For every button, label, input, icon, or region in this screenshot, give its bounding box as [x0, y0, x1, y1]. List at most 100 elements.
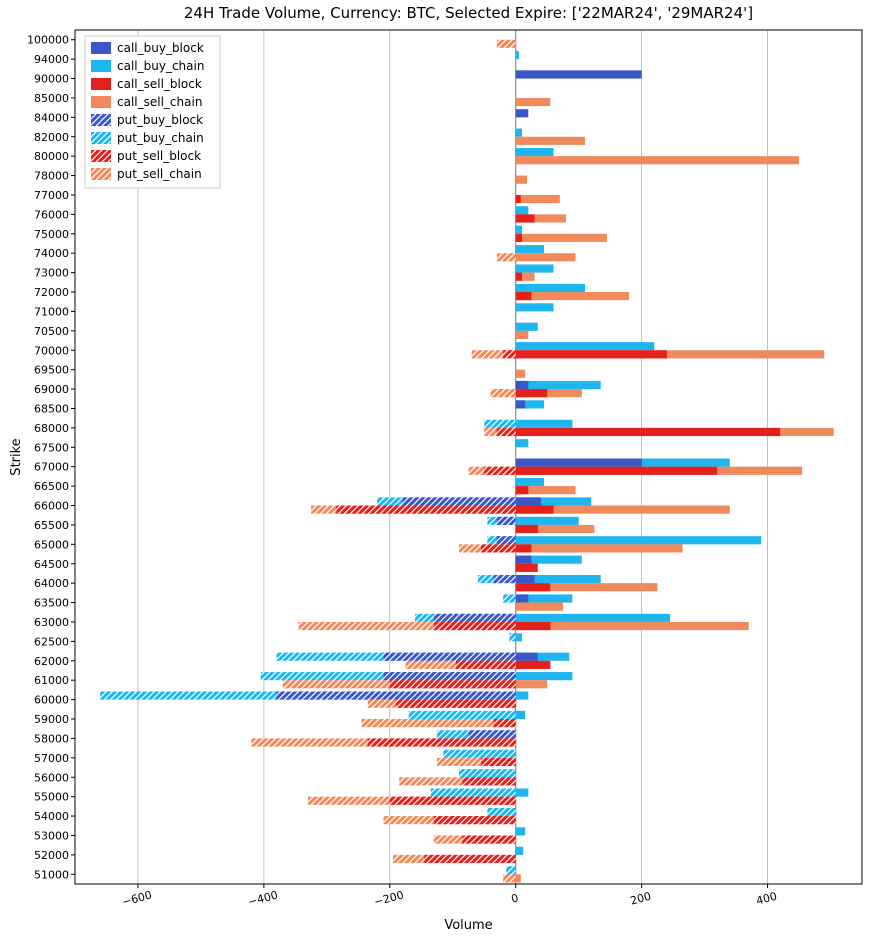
bar-put-buy-chain	[409, 711, 516, 719]
bar-call-sell-block	[516, 350, 667, 358]
y-tick-label: 68000	[34, 422, 69, 435]
y-tick-label: 100000	[27, 34, 69, 47]
y-tick-label: 51000	[34, 868, 69, 881]
bar-put-sell-chain	[497, 253, 516, 261]
y-tick-label: 76000	[34, 208, 69, 221]
y-tick-label: 59000	[34, 713, 69, 726]
legend-label: put_buy_block	[117, 113, 203, 127]
legend-label: call_buy_block	[117, 41, 204, 55]
bar-call-buy-chain	[516, 439, 529, 447]
y-tick-label: 62500	[34, 635, 69, 648]
bar-put-buy-block	[384, 672, 516, 680]
bar-call-buy-chain	[516, 381, 601, 389]
bar-call-buy-chain	[516, 827, 525, 835]
bar-call-buy-chain	[516, 303, 554, 311]
bar-put-buy-block	[384, 653, 516, 661]
y-tick-label: 78000	[34, 170, 69, 183]
bar-call-buy-block	[516, 594, 529, 602]
bar-call-sell-block	[516, 389, 547, 397]
bar-call-sell-chain	[516, 98, 551, 106]
bar-call-buy-chain	[516, 420, 573, 428]
bar-put-sell-chain	[361, 719, 515, 727]
y-tick-label: 84000	[34, 111, 69, 124]
bar-call-buy-block	[516, 556, 532, 564]
y-tick-label: 69000	[34, 383, 69, 396]
bar-put-sell-block	[336, 506, 515, 514]
bar-call-sell-chain	[516, 253, 576, 261]
bar-call-buy-chain	[516, 323, 538, 331]
legend-label: call_buy_chain	[117, 59, 204, 73]
bar-put-sell-block	[481, 758, 516, 766]
bar-call-sell-chain	[516, 292, 629, 300]
legend-label: put_sell_chain	[117, 167, 202, 181]
y-tick-label: 55000	[34, 791, 69, 804]
bar-call-buy-chain	[516, 226, 522, 234]
y-tick-label: 85000	[34, 92, 69, 105]
bar-call-buy-chain	[516, 129, 522, 137]
y-tick-label: 63000	[34, 616, 69, 629]
y-tick-label: 74000	[34, 247, 69, 260]
bar-put-sell-block	[503, 350, 516, 358]
legend-label: put_sell_block	[117, 149, 201, 163]
bar-put-sell-block	[368, 738, 516, 746]
bar-call-buy-chain	[516, 148, 554, 156]
x-tick-label: 400	[755, 890, 779, 908]
bar-call-buy-block	[516, 459, 642, 467]
y-tick-label: 69500	[34, 364, 69, 377]
y-tick-label: 75000	[34, 228, 69, 241]
bar-call-sell-chain	[516, 874, 521, 882]
bar-call-buy-chain	[516, 789, 529, 797]
y-tick-label: 60000	[34, 694, 69, 707]
bar-call-sell-block	[516, 292, 532, 300]
bar-call-buy-chain	[516, 478, 544, 486]
y-tick-label: 80000	[34, 150, 69, 163]
bar-call-sell-block	[516, 544, 532, 552]
y-tick-label: 65500	[34, 519, 69, 532]
x-tick-label: −600	[121, 888, 154, 908]
y-tick-label: 73000	[34, 267, 69, 280]
y-tick-label: 68500	[34, 402, 69, 415]
bar-put-sell-chain	[503, 874, 516, 882]
bar-call-buy-chain	[516, 633, 522, 641]
legend-swatch	[91, 114, 111, 126]
x-tick-label: 0	[510, 891, 520, 905]
y-tick-label: 57000	[34, 752, 69, 765]
legend-swatch	[91, 96, 111, 108]
bar-call-buy-block	[516, 497, 541, 505]
bar-call-sell-chain	[516, 156, 799, 164]
bar-put-sell-block	[434, 816, 516, 824]
y-tick-label: 70500	[34, 325, 69, 338]
y-tick-label: 70000	[34, 344, 69, 357]
y-tick-label: 54000	[34, 810, 69, 823]
y-tick-label: 71000	[34, 305, 69, 318]
bar-put-buy-block	[494, 575, 516, 583]
y-tick-label: 72000	[34, 286, 69, 299]
bar-put-sell-block	[462, 777, 516, 785]
bar-call-sell-block	[516, 661, 551, 669]
y-tick-label: 64500	[34, 558, 69, 571]
y-tick-label: 90000	[34, 73, 69, 86]
bar-call-sell-chain	[516, 234, 607, 242]
bar-put-buy-block	[276, 691, 515, 699]
bar-call-sell-block	[516, 506, 554, 514]
bar-call-buy-chain	[516, 711, 525, 719]
bar-put-buy-chain	[487, 808, 515, 816]
y-tick-label: 82000	[34, 131, 69, 144]
bar-call-sell-block	[516, 214, 535, 222]
y-tick-label: 63500	[34, 597, 69, 610]
bar-call-sell-block	[516, 583, 551, 591]
bar-call-buy-chain	[516, 245, 544, 253]
bar-call-sell-chain	[516, 680, 547, 688]
bar-call-buy-block	[516, 575, 535, 583]
bar-call-sell-block	[516, 525, 538, 533]
bar-call-sell-block	[516, 622, 551, 630]
bar-call-sell-block	[516, 486, 529, 494]
y-tick-label: 64000	[34, 577, 69, 590]
bar-put-buy-block	[497, 536, 516, 544]
bar-put-buy-chain	[503, 594, 516, 602]
y-tick-label: 66500	[34, 480, 69, 493]
y-tick-label: 61000	[34, 674, 69, 687]
bar-put-sell-block	[484, 467, 515, 475]
bar-call-sell-chain	[516, 195, 560, 203]
bar-put-sell-block	[434, 622, 516, 630]
